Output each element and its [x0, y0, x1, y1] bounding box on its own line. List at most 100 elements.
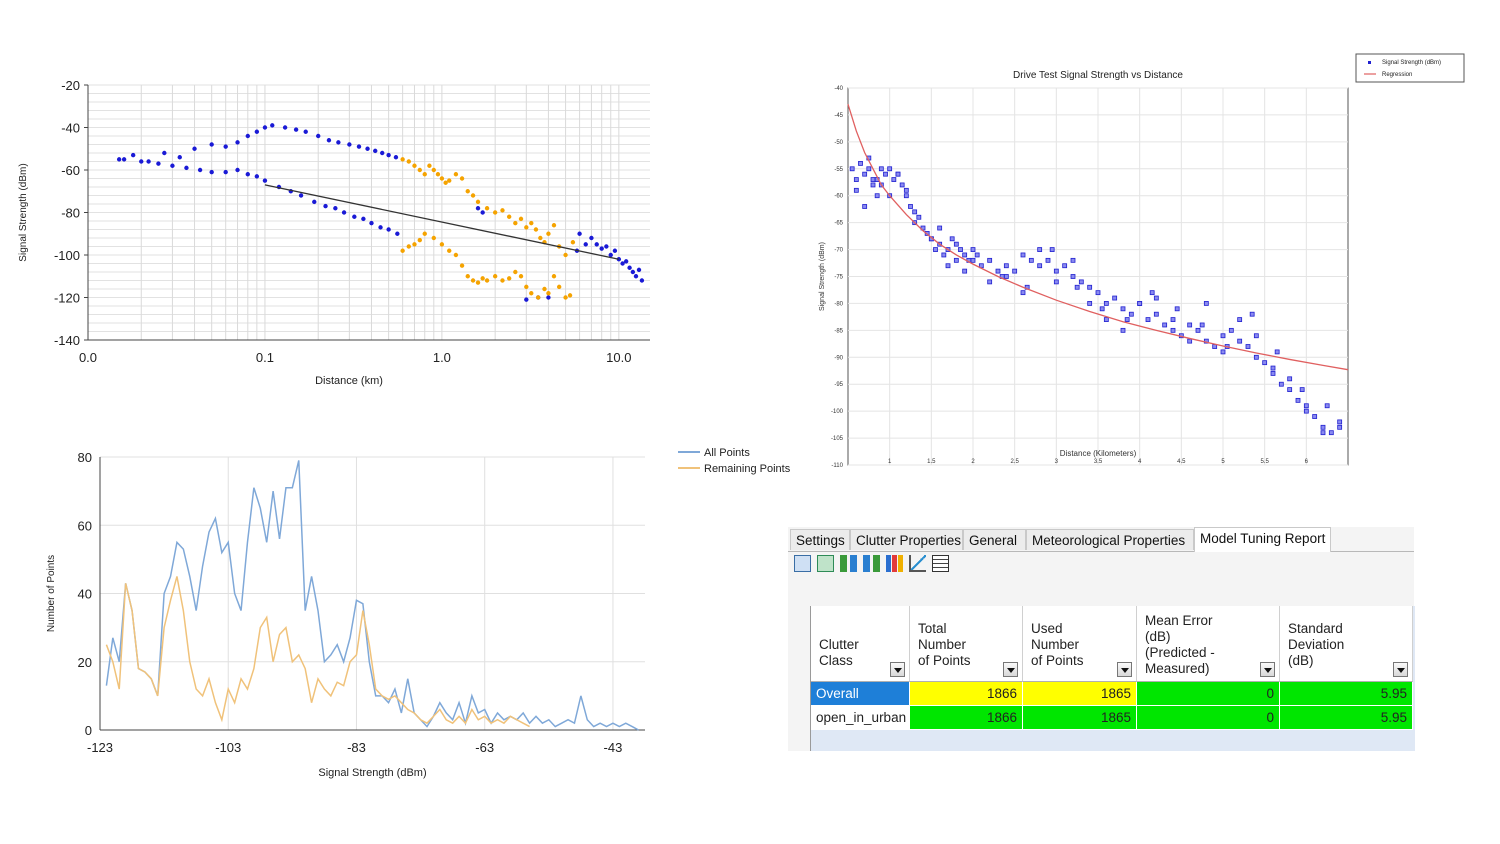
x-tick-label: -43: [604, 740, 623, 755]
x-tick-label: -123: [87, 740, 113, 755]
row-overall-mean-error[interactable]: 0: [1137, 682, 1280, 706]
data-point: [386, 227, 391, 232]
y-tick-label: -60: [61, 163, 80, 178]
data-point: [506, 214, 512, 219]
data-point: [1187, 322, 1193, 328]
data-point: [620, 261, 625, 266]
y-tick-label: -85: [834, 328, 843, 334]
y-tick-label: -70: [834, 248, 843, 254]
regression-line: [264, 184, 619, 260]
tab-meteorological-properties[interactable]: Meteorological Properties: [1026, 529, 1194, 550]
legend-label-signal: Signal Strength (dBm): [1382, 60, 1441, 66]
data-point: [1137, 301, 1143, 306]
data-point: [862, 171, 868, 177]
data-point: [870, 182, 876, 188]
data-point: [254, 129, 260, 134]
row-open-in-urban-mean-error[interactable]: 0: [1137, 706, 1280, 730]
data-point: [563, 295, 568, 300]
data-point: [1174, 306, 1180, 312]
row-open-in-urban-used[interactable]: 1865: [1023, 706, 1137, 730]
data-point: [197, 167, 203, 173]
data-point: [386, 152, 391, 158]
data-point: [373, 148, 378, 154]
col-header-used-points[interactable]: Used Number of Points: [1023, 606, 1137, 682]
x-tick-label: 2.5: [1010, 459, 1019, 465]
data-point: [970, 257, 976, 263]
data-point: [400, 157, 405, 162]
data-point: [945, 263, 951, 269]
data-point: [937, 225, 943, 231]
row-open-in-urban-total[interactable]: 1866: [910, 706, 1023, 730]
data-point: [995, 268, 1001, 274]
data-point: [1028, 257, 1034, 263]
tab-settings[interactable]: Settings: [790, 529, 850, 550]
tab-general[interactable]: General: [963, 529, 1026, 550]
data-point: [1324, 403, 1330, 409]
x-tick-label: 6: [1305, 459, 1309, 465]
data-point: [1070, 274, 1076, 279]
x-tick-label: 0.1: [256, 350, 274, 365]
data-point: [551, 223, 557, 228]
row-overall-clutter-class[interactable]: Overall: [811, 682, 910, 706]
col-header-label: Clutter Class: [819, 637, 859, 668]
data-point: [1087, 284, 1093, 290]
data-point: [1078, 279, 1084, 285]
data-point: [431, 235, 436, 241]
data-point: [470, 278, 476, 283]
data-point: [1187, 338, 1193, 344]
data-point: [1170, 317, 1176, 322]
bar-chart-icon[interactable]: [886, 555, 903, 572]
legend-marker-signal: [1368, 61, 1371, 64]
data-point: [282, 125, 288, 130]
y-tick-label: 80: [78, 450, 92, 465]
y-tick-label: -140: [54, 333, 80, 348]
row-overall-std-dev[interactable]: 5.95: [1280, 682, 1413, 706]
y-tick-label: -40: [834, 86, 843, 92]
row-overall-total[interactable]: 1866: [910, 682, 1023, 706]
data-point: [970, 247, 976, 252]
tab-model-tuning-report[interactable]: Model Tuning Report: [1194, 527, 1331, 552]
data-point: [1070, 257, 1076, 263]
filter-dropdown-icon[interactable]: [890, 662, 905, 677]
col-header-total-points[interactable]: Total Number of Points: [910, 606, 1023, 682]
data-point: [1099, 306, 1105, 312]
sort-descending-icon[interactable]: [863, 555, 880, 572]
data-point: [1320, 424, 1326, 430]
data-point: [139, 159, 144, 164]
data-point: [1295, 397, 1301, 403]
data-point: [941, 252, 947, 258]
data-point: [916, 214, 922, 220]
data-point: [1087, 301, 1093, 306]
col-header-clutter-class[interactable]: Clutter Class: [811, 606, 910, 682]
data-point: [1270, 365, 1276, 371]
y-tick-label: -80: [61, 206, 80, 221]
filter-dropdown-icon[interactable]: [1003, 662, 1018, 677]
line-chart-icon[interactable]: [909, 555, 926, 572]
data-point: [1245, 344, 1251, 349]
data-point: [492, 210, 498, 215]
filter-dropdown-icon[interactable]: [1260, 662, 1275, 677]
filter-dropdown-icon[interactable]: [1393, 662, 1408, 677]
data-point: [447, 178, 452, 183]
data-point: [604, 244, 609, 249]
data-point: [492, 274, 498, 279]
row-open-in-urban-std-dev[interactable]: 5.95: [1280, 706, 1413, 730]
col-header-mean-error[interactable]: Mean Error (dB) (Predicted - Measured): [1137, 606, 1280, 682]
row-overall-used[interactable]: 1865: [1023, 682, 1137, 706]
data-point: [563, 252, 568, 258]
data-point: [378, 225, 383, 230]
data-point: [636, 267, 642, 273]
sort-ascending-icon[interactable]: [840, 555, 857, 572]
x-tick-label: 5: [1221, 459, 1225, 465]
data-point: [1062, 263, 1068, 269]
table-grid-icon[interactable]: [932, 555, 949, 572]
data-point: [870, 177, 876, 182]
filter-dropdown-icon[interactable]: [1117, 662, 1132, 677]
tab-clutter-properties[interactable]: Clutter Properties: [850, 529, 963, 550]
row-open-in-urban-clutter-class[interactable]: open_in_urban: [811, 706, 910, 730]
report-icon[interactable]: [794, 555, 811, 572]
col-header-std-dev[interactable]: Standard Deviation (dB): [1280, 606, 1413, 682]
data-point: [470, 193, 476, 198]
refresh-icon[interactable]: [817, 555, 834, 572]
y-tick-label: -75: [834, 275, 843, 281]
